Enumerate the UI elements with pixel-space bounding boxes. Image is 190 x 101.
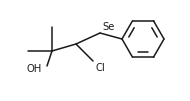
Text: Cl: Cl bbox=[96, 63, 106, 73]
Text: Se: Se bbox=[102, 22, 114, 32]
Text: OH: OH bbox=[27, 64, 42, 74]
